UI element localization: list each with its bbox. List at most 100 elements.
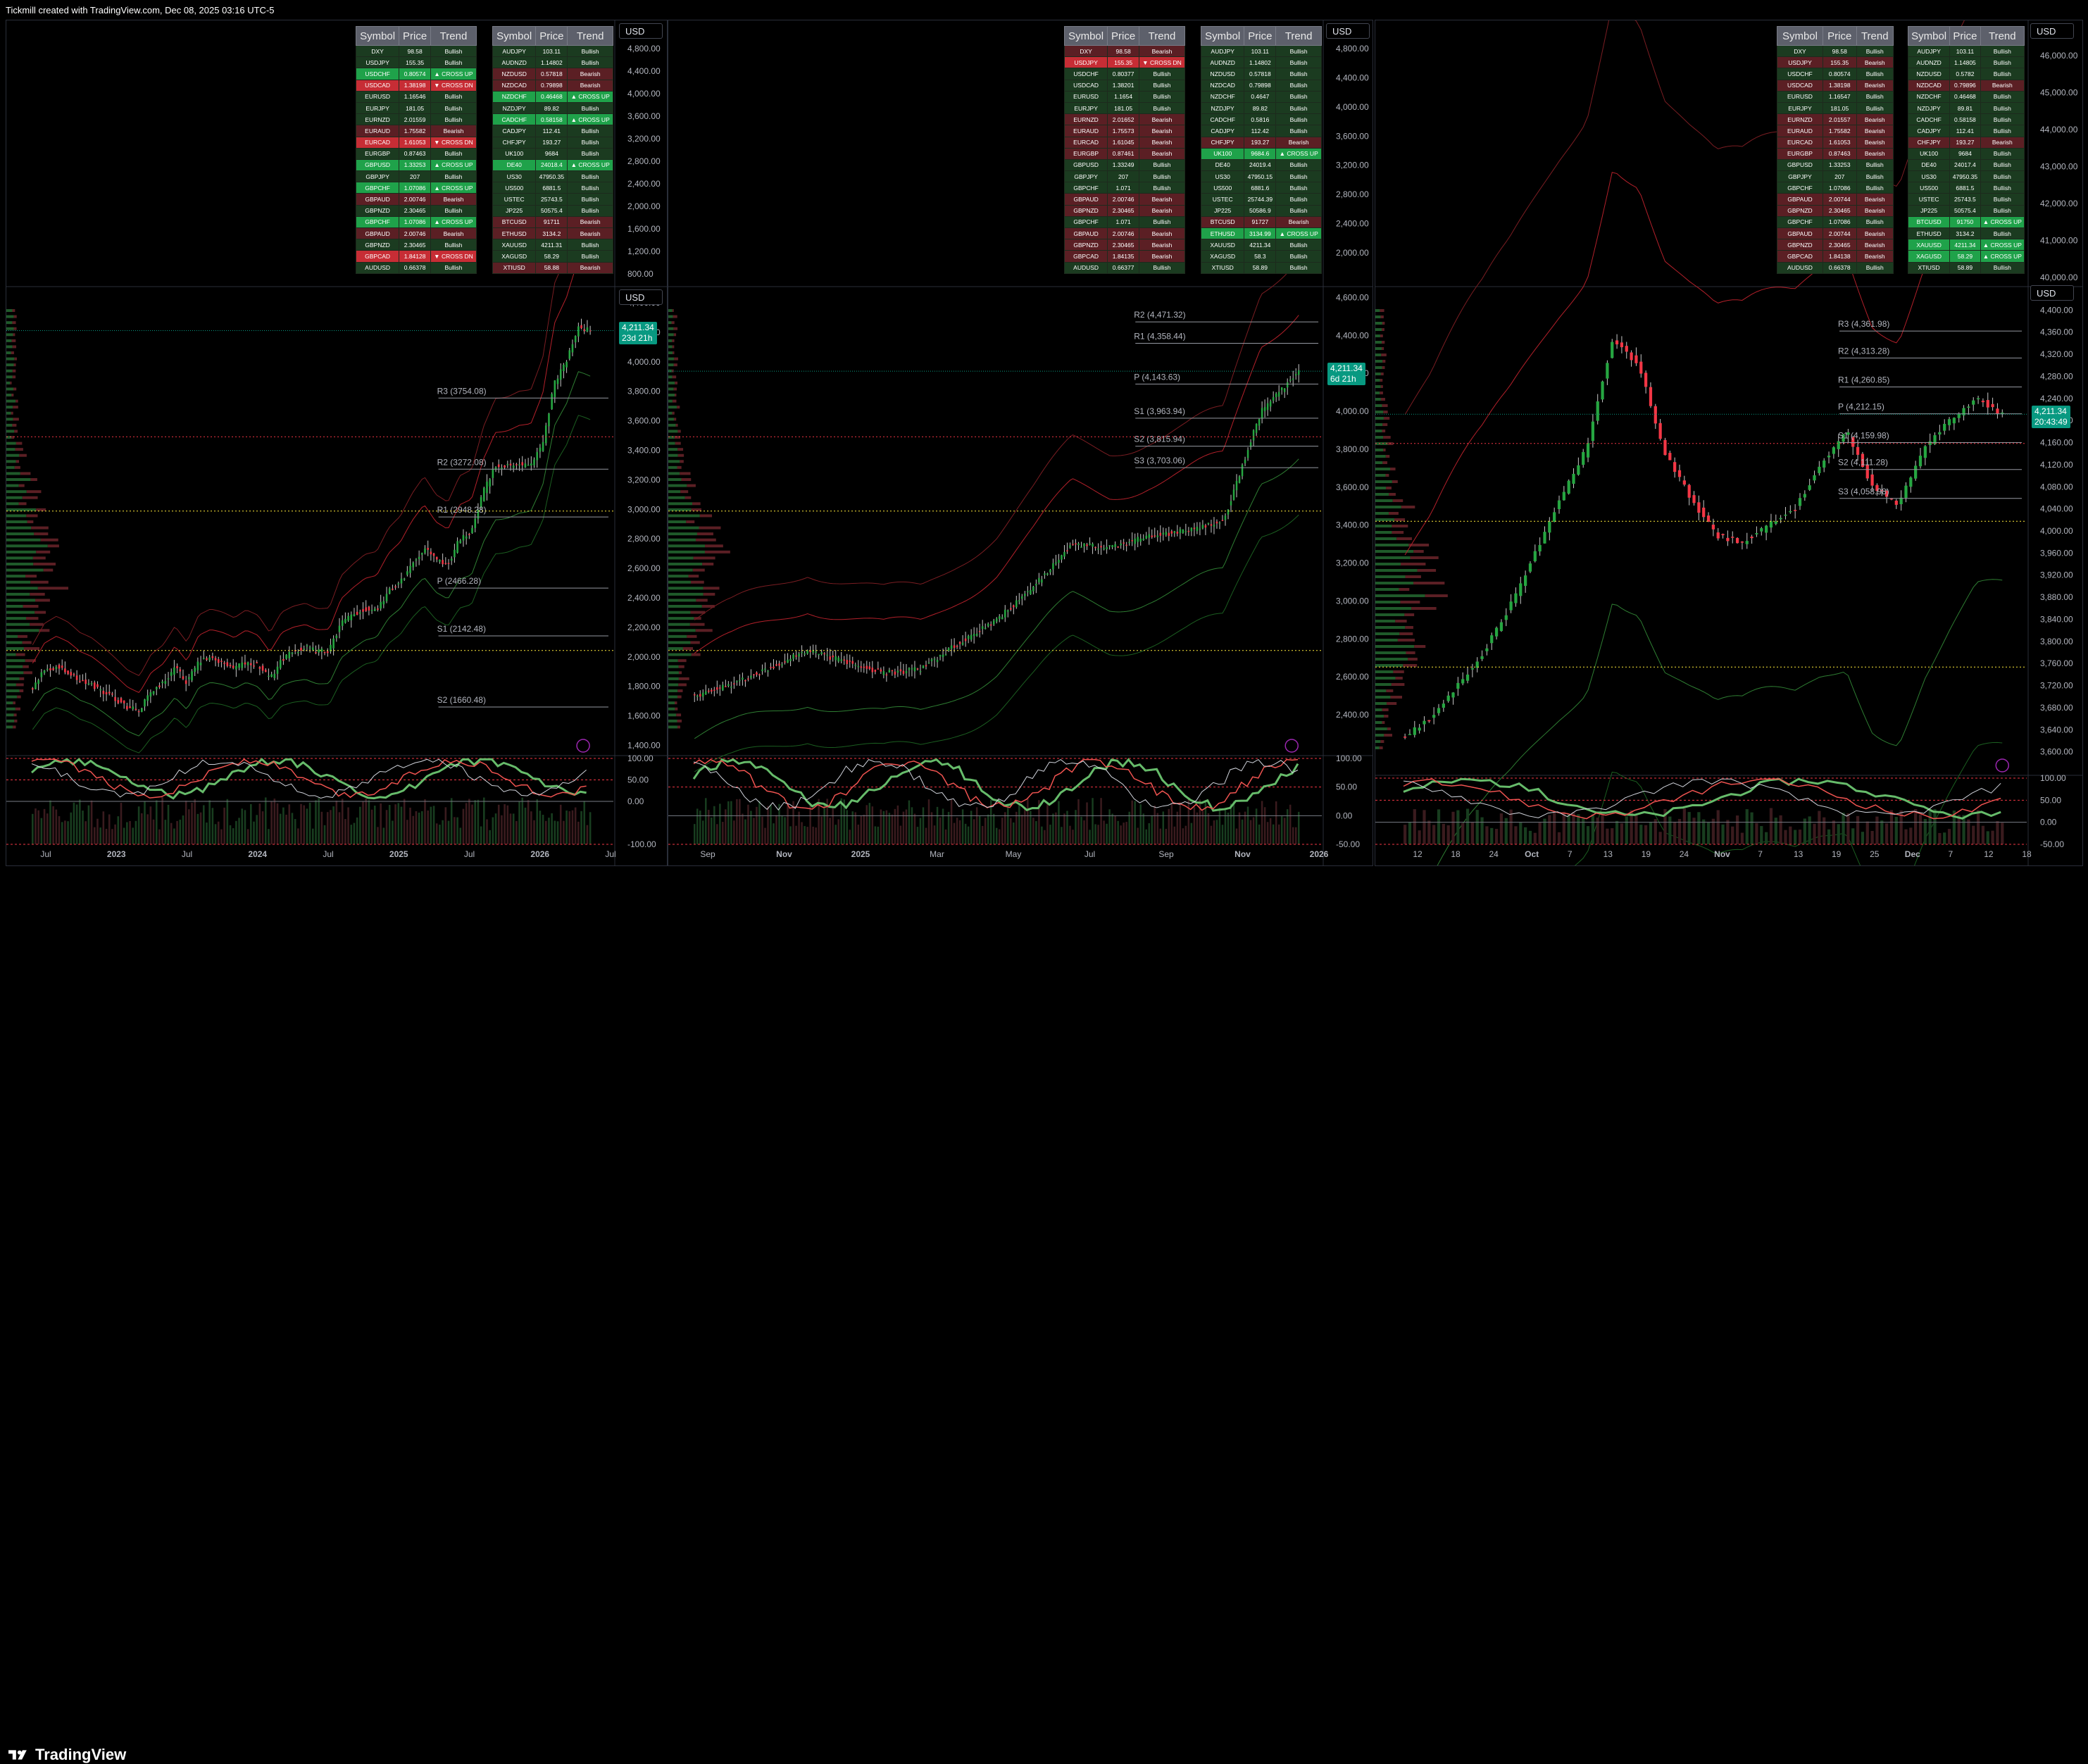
- watchlist-row[interactable]: EURGBP 0.87463 Bearish: [1777, 147, 1894, 160]
- watchlist-row[interactable]: GBPCHF 1.07086 Bullish: [1777, 182, 1894, 194]
- chart-canvas-1[interactable]: 4,800.004,400.004,000.003,600.003,200.00…: [6, 20, 668, 866]
- watchlist-row[interactable]: GBPAUD 2.00744 Bearish: [1777, 193, 1894, 206]
- watchlist-row[interactable]: CADCHF 0.5816 Bullish: [1200, 113, 1322, 126]
- watchlist-row[interactable]: UK100 9684 Bullish: [492, 147, 613, 160]
- watchlist-row[interactable]: XAGUSD 58.29 ▲ CROSS UP: [1907, 250, 2025, 263]
- watchlist-row[interactable]: EURNZD 2.01559 Bullish: [355, 113, 477, 126]
- watchlist-row[interactable]: EURUSD 1.16546 Bullish: [355, 90, 477, 103]
- watchlist-row[interactable]: NZDCHF 0.46468 ▲ CROSS UP: [492, 90, 613, 103]
- watchlist-row[interactable]: EURAUD 1.75582 Bearish: [1777, 125, 1894, 137]
- watchlist-row[interactable]: NZDJPY 89.82 Bullish: [492, 101, 613, 115]
- watchlist-row[interactable]: XAUUSD 4211.34 Bullish: [1200, 239, 1322, 251]
- watchlist-row[interactable]: USDCAD 1.38198 ▼ CROSS DN: [355, 79, 477, 92]
- watchlist-row[interactable]: EURCAD 1.61045 Bearish: [1063, 136, 1185, 149]
- watchlist-row[interactable]: ETHUSD 3134.99 ▲ CROSS UP: [1200, 227, 1322, 240]
- watchlist-row[interactable]: NZDCAD 0.79898 Bearish: [492, 79, 613, 92]
- watchlist-row[interactable]: EURGBP 0.87461 Bearish: [1063, 147, 1185, 160]
- watchlist-row[interactable]: GBPUSD 1.33253 ▲ CROSS UP: [355, 158, 477, 172]
- watchlist-row[interactable]: BTCUSD 91711 Bearish: [492, 215, 613, 229]
- watchlist-row[interactable]: EURUSD 1.1654 Bullish: [1063, 90, 1185, 103]
- watchlist-row[interactable]: DE40 24019.4 Bullish: [1200, 158, 1322, 172]
- watchlist-row[interactable]: EURJPY 181.05 Bullish: [355, 101, 477, 115]
- watchlist-row[interactable]: JP225 50575.4 Bullish: [492, 204, 613, 217]
- watchlist-row[interactable]: GBPCHF 1.071 Bullish: [1063, 215, 1185, 229]
- watchlist-row[interactable]: CADJPY 112.41 Bullish: [1907, 125, 2025, 137]
- watchlist-row[interactable]: EURNZD 2.01652 Bearish: [1063, 113, 1185, 126]
- watchlist-row[interactable]: USDCAD 1.38198 Bearish: [1777, 79, 1894, 92]
- watchlist-row[interactable]: AUDJPY 103.11 Bullish: [492, 44, 613, 58]
- watchlist-row[interactable]: US500 6881.5 Bullish: [492, 182, 613, 194]
- watchlist-row[interactable]: US30 47950.15 Bullish: [1200, 170, 1322, 183]
- watchlist-row[interactable]: GBPNZD 2.30465 Bearish: [1063, 239, 1185, 251]
- watchlist-row[interactable]: GBPAUD 2.00746 Bearish: [1063, 193, 1185, 206]
- watchlist-row[interactable]: USTEC 25743.5 Bullish: [1907, 193, 2025, 206]
- watchlist-row[interactable]: GBPCHF 1.07086 ▲ CROSS UP: [355, 182, 477, 194]
- watchlist-row[interactable]: EURGBP 0.87463 Bullish: [355, 147, 477, 160]
- watchlist-row[interactable]: BTCUSD 91750 ▲ CROSS UP: [1907, 215, 2025, 229]
- watchlist-row[interactable]: GBPNZD 2.30465 Bearish: [1777, 239, 1894, 251]
- chart-canvas-2[interactable]: 4,800.004,400.004,000.003,600.003,200.00…: [668, 20, 1373, 866]
- watchlist-row[interactable]: GBPAUD 2.00744 Bearish: [1777, 227, 1894, 240]
- watchlist-row[interactable]: US500 6881.6 Bullish: [1200, 182, 1322, 194]
- watchlist-row[interactable]: GBPAUD 2.00746 Bearish: [355, 193, 477, 206]
- watchlist-row[interactable]: USDCHF 0.80377 Bullish: [1063, 68, 1185, 80]
- watchlist-row[interactable]: USTEC 25743.5 Bullish: [492, 193, 613, 206]
- watchlist-row[interactable]: AUDJPY 103.11 Bullish: [1200, 44, 1322, 58]
- watchlist-row[interactable]: US30 47950.35 Bullish: [492, 170, 613, 183]
- watchlist-row[interactable]: EURCAD 1.61053 Bearish: [1777, 136, 1894, 149]
- watchlist-row[interactable]: CADJPY 112.42 Bullish: [1200, 125, 1322, 137]
- watchlist-row[interactable]: XTIUSD 58.89 Bullish: [1907, 261, 2025, 274]
- watchlist-row[interactable]: CADCHF 0.58158 Bullish: [1907, 113, 2025, 126]
- currency-unit-top-3[interactable]: USD: [2030, 23, 2074, 39]
- watchlist-row[interactable]: GBPCHF 1.071 Bullish: [1063, 182, 1185, 194]
- watchlist-row[interactable]: NZDJPY 89.82 Bullish: [1200, 101, 1322, 115]
- watchlist-row[interactable]: XAUUSD 4211.31 Bullish: [492, 239, 613, 251]
- watchlist-row[interactable]: CADCHF 0.58158 ▲ CROSS UP: [492, 113, 613, 126]
- watchlist-row[interactable]: US500 6881.5 Bullish: [1907, 182, 2025, 194]
- watchlist-row[interactable]: UK100 9684.6 ▲ CROSS UP: [1200, 147, 1322, 160]
- watchlist-row[interactable]: EURAUD 1.75573 Bearish: [1063, 125, 1185, 137]
- watchlist-row[interactable]: EURUSD 1.16547 Bullish: [1777, 90, 1894, 103]
- watchlist-row[interactable]: EURJPY 181.05 Bullish: [1063, 101, 1185, 115]
- watchlist-row[interactable]: USDCHF 0.80574 ▲ CROSS UP: [355, 68, 477, 80]
- watchlist-row[interactable]: NZDCAD 0.79896 Bearish: [1907, 79, 2025, 92]
- watchlist-row[interactable]: EURAUD 1.75582 Bearish: [355, 125, 477, 137]
- watchlist-row[interactable]: AUDJPY 103.11 Bullish: [1907, 44, 2025, 58]
- watchlist-row[interactable]: GBPNZD 2.30465 Bearish: [1063, 204, 1185, 217]
- chart-panel-1[interactable]: 4,800.00 4,400.00 4,000.00 3,600.00 3,200.00…: [6, 20, 668, 866]
- watchlist-row[interactable]: NZDUSD 0.5782 Bullish: [1907, 68, 2025, 80]
- watchlist-row[interactable]: CHFJPY 193.27 Bearish: [1907, 136, 2025, 149]
- currency-unit-top-1[interactable]: USD: [619, 23, 663, 39]
- watchlist-row[interactable]: GBPNZD 2.30465 Bullish: [355, 204, 477, 217]
- currency-unit-top-2[interactable]: USD: [1326, 23, 1370, 39]
- watchlist-row[interactable]: GBPNZD 2.30465 Bearish: [1777, 204, 1894, 217]
- watchlist-row[interactable]: NZDUSD 0.57818 Bearish: [492, 68, 613, 80]
- watchlist-row[interactable]: NZDJPY 89.81 Bullish: [1907, 101, 2025, 115]
- watchlist-row[interactable]: XTIUSD 58.89 Bullish: [1200, 261, 1322, 274]
- watchlist-row[interactable]: DXY 98.58 Bullish: [355, 44, 477, 58]
- watchlist-row[interactable]: GBPJPY 207 Bullish: [355, 170, 477, 183]
- watchlist-row[interactable]: EURJPY 181.05 Bullish: [1777, 101, 1894, 115]
- watchlist-row[interactable]: USDCAD 1.38201 Bullish: [1063, 79, 1185, 92]
- watchlist-row[interactable]: GBPCAD 1.84128 ▼ CROSS DN: [355, 250, 477, 263]
- watchlist-row[interactable]: GBPJPY 207 Bullish: [1063, 170, 1185, 183]
- watchlist-row[interactable]: GBPAUD 2.00746 Bearish: [355, 227, 477, 240]
- watchlist-row[interactable]: US30 47950.35 Bullish: [1907, 170, 2025, 183]
- watchlist-row[interactable]: GBPCAD 1.84138 Bearish: [1777, 250, 1894, 263]
- watchlist-row[interactable]: NZDCAD 0.79898 Bullish: [1200, 79, 1322, 92]
- watchlist-row[interactable]: DE40 24018.4 ▲ CROSS UP: [492, 158, 613, 172]
- watchlist-row[interactable]: AUDUSD 0.66378 Bullish: [1777, 261, 1894, 274]
- watchlist-row[interactable]: DXY 98.58 Bullish: [1777, 44, 1894, 58]
- watchlist-row[interactable]: XTIUSD 58.88 Bearish: [492, 261, 613, 274]
- watchlist-row[interactable]: USDJPY 155.35 Bearish: [1777, 56, 1894, 69]
- watchlist-row[interactable]: GBPNZD 2.30465 Bullish: [355, 239, 477, 251]
- watchlist-row[interactable]: NZDCHF 0.4647 Bullish: [1200, 90, 1322, 103]
- watchlist-row[interactable]: GBPCHF 1.07086 ▲ CROSS UP: [355, 215, 477, 229]
- watchlist-row[interactable]: AUDNZD 1.14802 Bullish: [492, 56, 613, 69]
- watchlist-row[interactable]: USDCHF 0.80574 Bullish: [1777, 68, 1894, 80]
- watchlist-row[interactable]: ETHUSD 3134.2 Bearish: [492, 227, 613, 240]
- watchlist-row[interactable]: GBPUSD 1.33253 Bullish: [1777, 158, 1894, 172]
- watchlist-row[interactable]: AUDUSD 0.66377 Bullish: [1063, 261, 1185, 274]
- watchlist-row[interactable]: AUDUSD 0.66378 Bullish: [355, 261, 477, 274]
- chart-canvas-3[interactable]: 46,000.0045,000.0044,000.0043,000.0042,0…: [1375, 20, 2083, 866]
